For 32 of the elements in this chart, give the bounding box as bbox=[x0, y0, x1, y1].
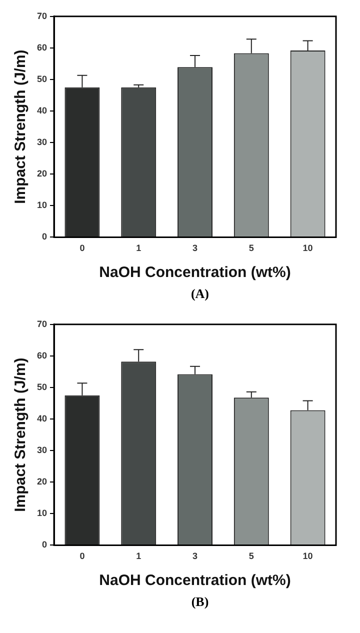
y-tick-label: 50 bbox=[36, 74, 48, 84]
y-axis-title: Impact Strength (J/m) bbox=[12, 50, 30, 204]
y-tick-label: 40 bbox=[36, 414, 48, 424]
x-tick-label: 3 bbox=[192, 551, 198, 562]
y-tick-label: 70 bbox=[36, 10, 48, 21]
y-tick-label: 10 bbox=[36, 508, 48, 518]
x-tick-label: 10 bbox=[302, 551, 313, 562]
x-tick-label: 1 bbox=[136, 551, 142, 562]
x-tick-label: 3 bbox=[192, 243, 198, 254]
x-tick-label: 5 bbox=[248, 243, 254, 254]
y-tick-label: 60 bbox=[36, 42, 48, 52]
y-tick-label: 40 bbox=[36, 106, 48, 116]
y-axis-title: Impact Strength (J/m) bbox=[12, 358, 30, 512]
x-axis-title: NaOH Concentration (wt%) bbox=[99, 264, 291, 282]
y-tick-label: 0 bbox=[42, 232, 48, 242]
y-tick-label: 70 bbox=[36, 318, 48, 329]
x-tick-label: 0 bbox=[80, 243, 85, 254]
x-axis-title: NaOH Concentration (wt%) bbox=[99, 572, 291, 590]
x-tick-label: 1 bbox=[136, 243, 142, 254]
y-tick-label: 20 bbox=[36, 168, 48, 179]
y-tick-label: 20 bbox=[36, 476, 48, 487]
y-tick-label: 30 bbox=[36, 445, 48, 456]
x-tick-label: 0 bbox=[80, 551, 85, 562]
y-tick-label: 30 bbox=[36, 137, 48, 148]
y-tick-label: 10 bbox=[36, 200, 48, 210]
y-tick-label: 0 bbox=[42, 540, 48, 550]
text: (A) bbox=[190, 286, 210, 302]
y-tick-label: 60 bbox=[36, 350, 48, 360]
x-tick-label: 5 bbox=[248, 551, 254, 562]
text: (B) bbox=[190, 594, 210, 610]
x-tick-label: 10 bbox=[302, 243, 313, 254]
y-tick-label: 50 bbox=[36, 382, 48, 392]
